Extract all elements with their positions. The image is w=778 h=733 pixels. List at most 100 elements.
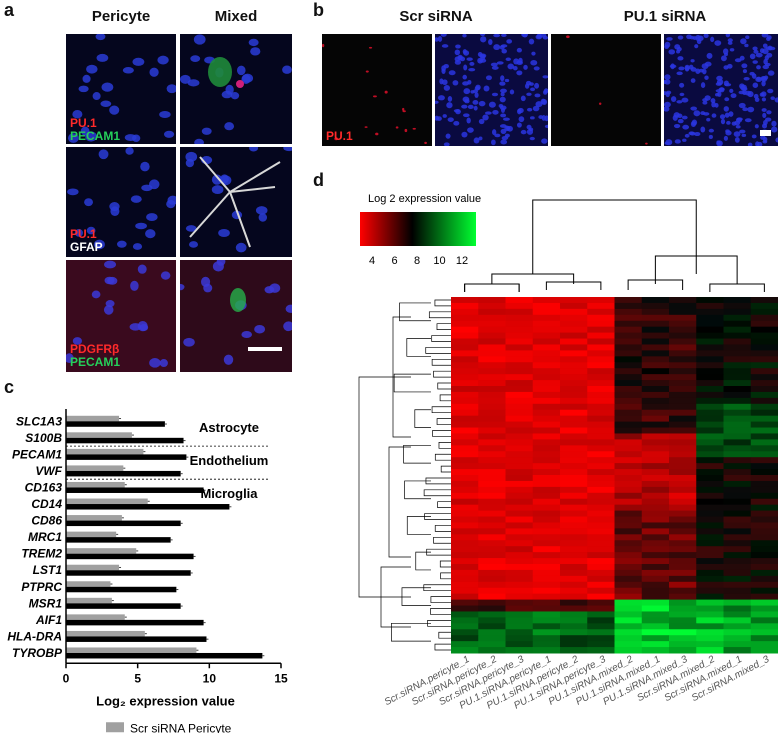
heatmap-cell: [641, 445, 670, 452]
heatmap-cell: [669, 480, 697, 488]
bar: [66, 437, 184, 444]
heatmap-cell: [669, 522, 697, 529]
dendrogram-branch: [437, 501, 451, 508]
gene-label: S100B: [25, 431, 62, 445]
heatmap-cell: [696, 552, 724, 559]
heatmap-cell: [505, 558, 534, 565]
heatmap-cell: [669, 415, 697, 423]
heatmap-cell: [560, 617, 588, 624]
dendrogram-branch: [431, 406, 451, 414]
heatmap-cell: [723, 380, 752, 387]
heatmap-cell: [696, 391, 724, 399]
heatmap-cell: [669, 558, 697, 565]
panel-a-col1-title: Pericyte: [91, 8, 151, 25]
heatmap-cell: [641, 344, 670, 351]
heatmap-cell: [451, 587, 479, 595]
heatmap-cell: [641, 332, 670, 340]
heatmap-cell: [750, 374, 778, 381]
dendrogram-branch: [433, 536, 451, 544]
bar: [66, 448, 144, 455]
heatmap-cell: [560, 350, 588, 357]
heatmap-cell: [560, 522, 588, 529]
heatmap-cell: [696, 599, 724, 607]
heatmap-cell: [723, 415, 752, 423]
heatmap-cell: [750, 516, 778, 523]
heatmap-cell: [505, 356, 534, 363]
heatmap-cell: [451, 409, 479, 417]
heatmap-cell: [614, 457, 643, 464]
heatmap-cell: [505, 540, 534, 547]
heatmap-cell: [451, 564, 479, 571]
heatmap-cell: [478, 534, 506, 541]
heatmap-cell: [532, 302, 561, 310]
bar: [66, 481, 125, 488]
heatmap-cell: [669, 575, 697, 583]
dendrogram-branch: [406, 516, 431, 535]
heatmap-cell: [696, 522, 724, 529]
heatmap-cell: [614, 528, 643, 535]
heatmap-cell: [451, 635, 479, 642]
nuclei: [68, 34, 176, 143]
heatmap-cell: [505, 575, 534, 583]
stain-label-2: PECAM1: [70, 129, 121, 143]
heatmap-cell: [723, 409, 752, 417]
heatmap-cell: [750, 504, 778, 512]
heatmap-cell: [641, 320, 670, 328]
heatmap-cell: [669, 397, 697, 405]
heatmap-cell: [505, 516, 534, 523]
bar: [66, 564, 120, 571]
heatmap-cell: [505, 463, 534, 470]
bar: [66, 636, 207, 642]
micrograph-b-scr-merge: [435, 34, 548, 146]
dendrogram-branch: [532, 199, 697, 274]
dendrogram-branch: [436, 418, 451, 425]
heatmap-cell: [505, 498, 534, 506]
gene-label: MSR1: [29, 596, 63, 610]
heatmap-cell: [560, 409, 588, 417]
heatmap-cell: [669, 427, 697, 434]
heatmap-cell: [750, 439, 778, 446]
colorbar-title: Log 2 expression value: [368, 193, 481, 205]
heatmap-cell: [587, 362, 615, 369]
heatmap-cell: [560, 344, 588, 351]
heatmap-cell: [723, 641, 752, 648]
heatmap-cell: [560, 368, 588, 375]
heatmap-cell: [750, 415, 778, 423]
heatmap-cell: [614, 297, 643, 304]
x-tick-label: 5: [134, 671, 141, 685]
group-label: Astrocyte: [199, 420, 259, 435]
heatmap-cell: [641, 308, 670, 316]
heatmap-cell: [723, 605, 752, 612]
heatmap-cell: [532, 569, 561, 577]
heatmap-cell: [641, 492, 670, 500]
heatmap-cell: [505, 332, 534, 340]
heatmap-cell: [478, 641, 506, 648]
heatmap-cell: [505, 415, 534, 423]
heatmap-cell: [532, 522, 561, 529]
heatmap-cell: [560, 314, 588, 322]
heatmap-cell: [723, 469, 752, 476]
heatmap-cell: [669, 492, 697, 500]
heatmap-cell: [641, 350, 670, 357]
heatmap-cell: [750, 368, 778, 375]
heatmap-cell: [750, 433, 778, 440]
heatmap-cell: [451, 569, 479, 577]
heatmap-cell: [478, 540, 506, 547]
gene-label: CD14: [31, 497, 62, 511]
heatmap-cell: [750, 540, 778, 547]
heatmap-cell: [505, 386, 534, 393]
heatmap-cell: [669, 350, 697, 357]
heatmap-cell: [505, 457, 534, 464]
heatmap-cell: [478, 575, 506, 583]
heatmap-cell: [560, 587, 588, 595]
heatmap-cell: [750, 510, 778, 518]
heatmap-cell: [560, 326, 588, 334]
heatmap-cell: [587, 356, 615, 363]
heatmap-cell: [723, 326, 752, 334]
heatmap-cell: [696, 427, 724, 434]
nuclei: [180, 34, 292, 144]
heatmap-cell: [478, 344, 506, 351]
heatmap-cell: [451, 546, 479, 553]
nuclei: [67, 147, 176, 250]
micrograph-b-scr-pu1: PU.1: [322, 34, 432, 146]
